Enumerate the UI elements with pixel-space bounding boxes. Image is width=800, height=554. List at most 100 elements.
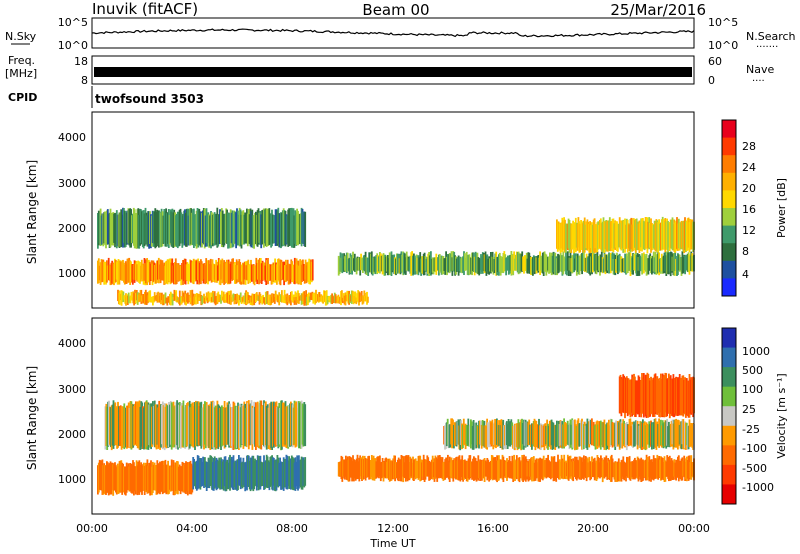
heatmap-cell [444,258,447,275]
heatmap-cell [482,253,485,271]
heatmap-cell [533,462,536,481]
heatmap-cell [504,254,507,271]
heatmap-cell [304,404,307,447]
heatmap-cell [153,262,156,281]
heatmap-cell [584,257,587,272]
heatmap-cell [167,209,170,248]
heatmap-cell [461,455,464,480]
heatmap-cell [195,402,198,446]
heatmap-cell [191,289,194,306]
heatmap-cell [165,465,168,495]
heatmap-cell [609,221,612,252]
heatmap-cell [270,297,273,305]
heatmap-cell [234,264,237,284]
heatmap-cell [225,259,228,283]
heatmap-cell [550,456,553,478]
heatmap-cell [478,257,481,276]
heatmap-cell [282,261,285,280]
power-panel-frame [91,111,695,309]
xtick-1200: 12:00 [377,522,409,535]
heatmap-cell [261,295,264,305]
heatmap-cell [294,262,297,281]
heatmap-cell [666,251,669,274]
heatmap-cell [166,297,169,306]
colorbar-swatch [722,484,736,505]
heatmap-cell [572,254,575,273]
heatmap-cell [512,460,515,482]
heatmap-cell [156,460,159,495]
vel-cbar-label-25: 25 [742,403,756,416]
heatmap-cell [325,290,328,306]
heatmap-cell [606,256,609,274]
heatmap-cell [559,252,562,272]
heatmap-cell [482,459,485,478]
heatmap-cell [601,257,604,274]
heatmap-cell [674,222,677,253]
power-cbar-label-16: 16 [742,203,756,216]
heatmap-cell [187,294,190,303]
heatmap-cell [666,455,669,477]
colorbar-swatch [722,425,736,446]
heatmap-cell [652,455,655,481]
heatmap-cell [217,291,220,303]
heatmap-cell [456,460,459,480]
heatmap-cell [128,209,131,246]
heatmap-cell [217,461,220,488]
frequency-panel-frame [91,55,695,85]
heatmap-cell [542,455,545,479]
heatmap-cell [450,418,453,445]
heatmap-cell [439,258,442,272]
heatmap-cell [363,455,366,477]
heatmap-cell [261,462,264,486]
heatmap-cell [278,213,281,248]
heatmap-cell [686,218,689,251]
heatmap-cell [388,252,391,275]
nave-legend-dots: ···· [752,76,765,87]
heatmap-cell [566,420,569,445]
heatmap-cell [252,407,255,445]
heatmap-cell [521,455,524,481]
heatmap-cell [174,258,177,285]
heatmap-cell [299,295,302,300]
heatmap-cell [265,454,268,488]
heatmap-cell [529,255,532,274]
heatmap-cell [448,456,451,482]
heatmap-cell [182,292,185,301]
heatmap-cell [287,460,290,487]
heatmap-cell [282,296,285,303]
heatmap-cell [414,257,417,275]
heatmap-cell [497,424,500,446]
heatmap-cell [233,297,236,305]
heatmap-cell [549,420,552,450]
heatmap-cell [359,257,362,276]
heatmap-cell [600,422,603,445]
velocity-colorbar: 1000 500 100 25 -25 -100 -500 -1000 Velo… [721,327,788,505]
heatmap-cell [135,402,138,446]
power-ytick-3000: 3000 [58,177,86,190]
heatmap-cell [589,252,592,276]
heatmap-cell [273,215,276,243]
heatmap-cell [261,406,264,445]
heatmap-cell [169,465,172,492]
heatmap-cell [643,379,646,414]
heatmap-cell [133,466,136,492]
nave-right-tick-top: 60 [708,55,722,68]
heatmap-cell [191,260,194,284]
heatmap-cell [233,210,236,245]
heatmap-cell [202,208,205,245]
heatmap-cell [144,289,147,305]
colorbar-swatch [722,347,736,368]
heatmap-cell [287,295,290,302]
heatmap-cell [516,252,519,273]
heatmap-cell [207,212,210,243]
heatmap-cell [212,293,215,302]
heatmap-cell [189,208,192,246]
heatmap-cell [555,462,558,482]
heatmap-cell [669,423,672,447]
xtick-0400: 04:00 [176,522,208,535]
heatmap-cell [623,258,626,272]
heatmap-cell [221,258,224,284]
heatmap-cell [380,461,383,479]
heatmap-cell [669,251,672,277]
